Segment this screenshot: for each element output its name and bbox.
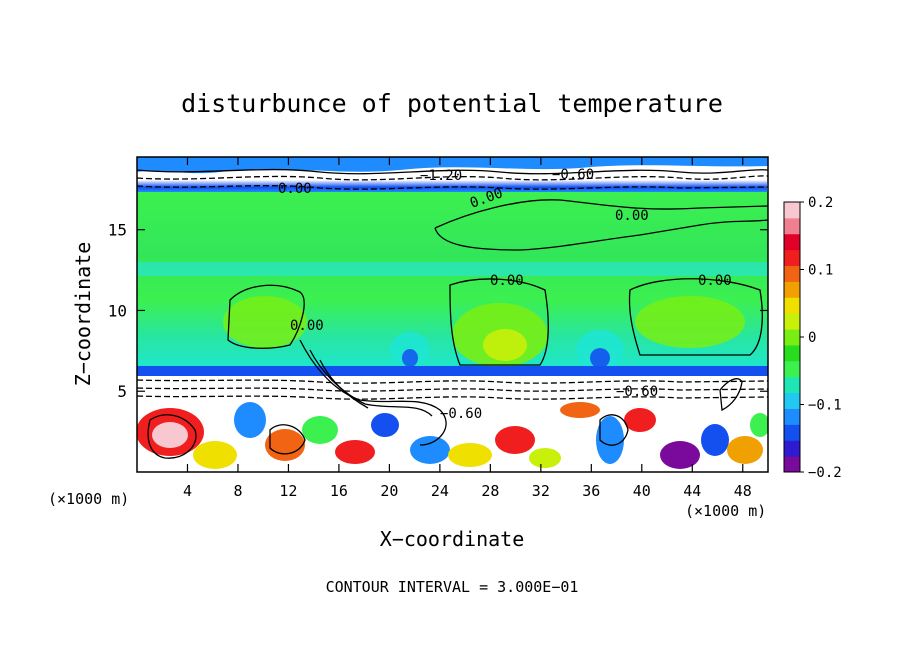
x-tick-label: 4 xyxy=(183,482,192,500)
colorbar-swatch xyxy=(784,344,800,362)
colorbar: 0.2 0.1 0 −0.1 −0.2 xyxy=(783,195,842,481)
y-tick-label: 10 xyxy=(108,301,127,320)
x-tick-label: 48 xyxy=(734,482,752,500)
chart-title: disturbunce of potential temperature xyxy=(181,89,723,118)
contour-label: 0.00 xyxy=(615,208,649,224)
colorbar-swatch xyxy=(784,408,800,425)
lobe-right xyxy=(635,296,745,348)
contour-label: 0.00 xyxy=(278,181,312,197)
x-tick-label: 20 xyxy=(380,482,398,500)
colorbar-swatch xyxy=(784,313,800,330)
x-tick-label: 28 xyxy=(481,482,499,500)
tropopause-white xyxy=(137,376,768,398)
x-tick-label: 16 xyxy=(330,482,348,500)
contour-label: −1.20 xyxy=(420,168,462,184)
x-axis-label: X−coordinate xyxy=(380,527,525,551)
x-unit-left: (×1000 m) xyxy=(48,490,129,508)
colorbar-tick-label: −0.1 xyxy=(808,398,842,414)
lobe-center-yellow xyxy=(483,329,527,361)
colorbar-swatch xyxy=(784,281,800,298)
contour-label: −0.60 xyxy=(616,384,658,400)
colorbar-tick-label: 0 xyxy=(808,330,816,346)
colorbar-swatch xyxy=(784,265,800,282)
plot-area: 0.00 0.00 0.00 0.00 0.00 0.00 −1.20 −0.6… xyxy=(137,157,768,472)
contour-label: 0.00 xyxy=(290,318,324,334)
colorbar-swatch xyxy=(784,376,800,394)
x-tick-label: 44 xyxy=(683,482,701,500)
x-tick-label: 32 xyxy=(532,482,550,500)
contour-lines xyxy=(137,168,768,459)
top-layer-blue xyxy=(137,157,768,174)
contour-label: −0.60 xyxy=(440,406,482,422)
cyan-band xyxy=(137,262,768,276)
y-tick-label: 15 xyxy=(108,221,127,240)
x-tick-label: 40 xyxy=(633,482,651,500)
colorbar-swatch xyxy=(784,249,800,267)
colorbar-swatch xyxy=(784,329,800,346)
x-tick-label: 12 xyxy=(279,482,297,500)
colorbar-swatch xyxy=(784,424,800,441)
blue-blob-1 xyxy=(590,348,610,368)
colorbar-swatch xyxy=(784,392,800,409)
x-tick-label: 36 xyxy=(582,482,600,500)
colorbar-tick-label: 0.2 xyxy=(808,195,833,211)
x-tick-label: 8 xyxy=(233,482,242,500)
x-tick-label: 24 xyxy=(431,482,449,500)
colorbar-tick-label: −0.2 xyxy=(808,465,842,481)
contour-interval-note: CONTOUR INTERVAL = 3.000E−01 xyxy=(326,578,579,596)
contour-label: −0.60 xyxy=(552,167,594,183)
colorbar-swatch xyxy=(784,297,800,314)
y-axis: 5 10 15 xyxy=(108,221,768,401)
lobe-left xyxy=(223,296,307,348)
x-axis: 4 8 12 16 20 24 28 32 36 40 44 48 xyxy=(183,157,752,500)
blue-blob-2 xyxy=(402,349,418,367)
y-tick-label: 5 xyxy=(117,382,127,401)
contour-label: 0.00 xyxy=(490,273,524,289)
colorbar-swatch xyxy=(784,202,800,219)
colorbar-swatch xyxy=(784,440,800,457)
contour-label: 0.00 xyxy=(698,273,732,289)
x-unit-right: (×1000 m) xyxy=(685,502,766,520)
colorbar-swatch xyxy=(784,360,800,378)
colorbar-swatch xyxy=(784,456,800,473)
lower-blobs xyxy=(137,402,768,469)
colorbar-tick-label: 0.1 xyxy=(808,263,833,279)
colorbar-swatch xyxy=(784,233,800,251)
colorbar-swatch xyxy=(784,217,800,235)
top-blue-band xyxy=(137,180,767,192)
y-axis-label: Z−coordinate xyxy=(71,242,95,387)
tropopause-blue xyxy=(137,366,768,376)
plot-frame xyxy=(136,156,769,473)
